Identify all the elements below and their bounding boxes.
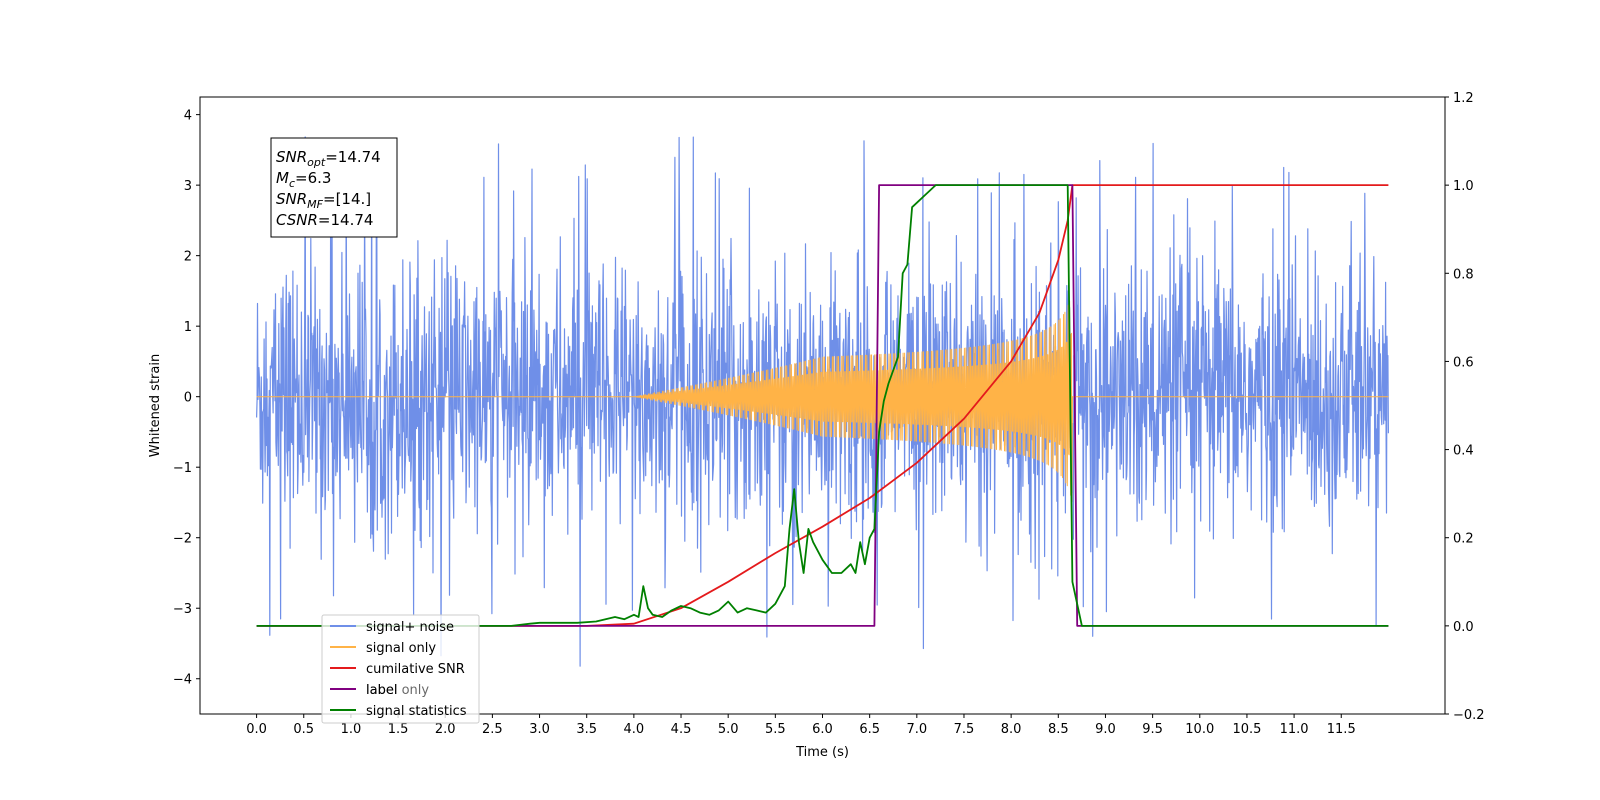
y-tick-label: −4: [173, 673, 192, 688]
legend: label only signal+ noise signal only cumila…: [321, 614, 480, 724]
x-tick-label: 6.5: [859, 722, 880, 737]
legend-label: cumilative SNR: [366, 662, 465, 677]
x-tick-label: 10.5: [1232, 722, 1261, 737]
y-tick-label: 1: [184, 320, 192, 335]
x-tick-label: 5.0: [718, 722, 739, 737]
x-tick-label: 3.0: [529, 722, 550, 737]
x-axis-ticks: 0.0 0.5 1.0 1.5 2.0 2.5 3.0 3.5 4.0 4.5 5.0 5.5 6.0 6…: [246, 714, 1356, 737]
x-tick-label: 9.0: [1095, 722, 1116, 737]
x-tick-label: 1.5: [388, 722, 409, 737]
y-tick-label: 4: [184, 109, 192, 124]
annotation-line: SNRopt=14.74: [276, 148, 381, 169]
x-tick-label: 7.5: [954, 722, 975, 737]
annotation-line: SNRMF=[14.]: [276, 190, 371, 211]
legend-label: label: [366, 683, 397, 698]
legend-frame: [321, 614, 480, 724]
y-axis-label: Whitened strain: [148, 354, 163, 457]
annotation-line: Mc=6.3: [276, 169, 331, 190]
y-right-tick-label: 0.8: [1453, 267, 1474, 282]
series-line-signal-statistics: [256, 184, 1389, 627]
x-tick-label: 7.0: [906, 722, 927, 737]
annotation-line: CSNR=14.74: [276, 211, 373, 229]
y-right-axis-ticks: −0.2 0.0 0.2 0.4 0.6 0.8 1.0 1.2: [1445, 91, 1485, 723]
y-tick-label: 2: [184, 250, 192, 265]
x-tick-label: 8.0: [1001, 722, 1022, 737]
x-tick-label: 2.0: [435, 722, 456, 737]
series-line-signal-only: [256, 300, 1389, 502]
legend-occluded-label: label only: [366, 683, 429, 698]
x-tick-label: 4.0: [624, 722, 645, 737]
x-tick-label: 10.0: [1185, 722, 1214, 737]
y-right-tick-label: 0.4: [1453, 444, 1474, 459]
x-tick-label: 11.0: [1280, 722, 1309, 737]
y-right-tick-label: 1.2: [1453, 91, 1474, 106]
annotation-frame: [270, 137, 398, 238]
y-right-tick-label: 1.0: [1453, 179, 1474, 194]
x-tick-label: 4.5: [671, 722, 692, 737]
y-right-tick-label: −0.2: [1453, 708, 1485, 723]
legend-label: signal+ noise: [366, 620, 454, 635]
x-axis-label: Time (s): [795, 745, 849, 760]
y-tick-label: 0: [184, 391, 192, 406]
x-tick-label: 2.5: [482, 722, 503, 737]
y-axis-ticks: −4 −3 −2 −1 0 1 2 3 4: [173, 109, 200, 688]
x-tick-label: 3.5: [576, 722, 597, 737]
x-tick-label: 8.5: [1048, 722, 1069, 737]
y-tick-label: −2: [173, 532, 192, 547]
y-right-tick-label: 0.6: [1453, 355, 1474, 370]
x-tick-label: 9.5: [1142, 722, 1163, 737]
x-tick-label: 1.0: [341, 722, 362, 737]
x-tick-label: 5.5: [765, 722, 786, 737]
x-tick-label: 6.0: [812, 722, 833, 737]
y-right-tick-label: 0.2: [1453, 532, 1474, 547]
y-tick-label: −1: [173, 461, 192, 476]
y-right-tick-label: 0.0: [1453, 620, 1474, 635]
x-tick-label: 0.5: [293, 722, 314, 737]
y-tick-label: −3: [173, 602, 192, 617]
legend-label: signal only: [366, 641, 436, 656]
legend-label: signal statistics: [366, 704, 467, 719]
x-tick-label: 11.5: [1327, 722, 1356, 737]
plot-layer: [256, 136, 1389, 667]
x-tick-label: 0.0: [246, 722, 267, 737]
y-tick-label: 3: [184, 179, 192, 194]
